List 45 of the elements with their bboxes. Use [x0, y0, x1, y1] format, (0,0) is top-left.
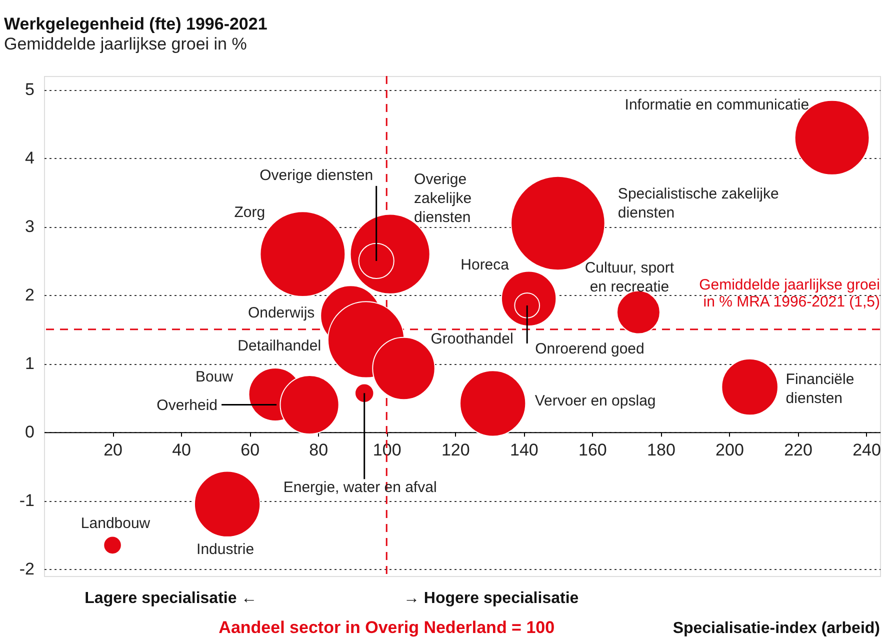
ref-line-label: Aandeel sector in Overig Nederland = 100 [218, 618, 555, 637]
text: Overige diensten [260, 166, 374, 184]
x-tick-label: 120 [441, 440, 470, 460]
series-label: Onderwijs [248, 304, 315, 322]
series-label: Detailhandel [238, 338, 322, 355]
series-label: Landbouw [80, 515, 150, 532]
series-label: Cultuur, sport en recreatie [584, 259, 675, 296]
x-tick-label: 140 [510, 440, 538, 460]
y-tick-label: -2 [19, 560, 34, 579]
y-tick-label: 1 [25, 354, 34, 374]
series-label: Specialistische zakelijke diensten [618, 185, 779, 222]
text: Lagere specialisatie ← [84, 590, 258, 607]
x-tick-label: 240 [852, 440, 881, 460]
x-tick-label: 40 [172, 440, 192, 460]
series-label: Horeca [460, 256, 510, 274]
series-label: Overige zakelijke diensten [414, 171, 472, 226]
y-tick-label: 0 [25, 422, 34, 442]
series-label: Onroerend goed [535, 340, 644, 358]
x-tick-label: 80 [309, 440, 328, 460]
y-tick-label: 4 [25, 148, 34, 168]
text: Overheid [156, 396, 218, 414]
text: Energie, water en afval [283, 479, 437, 496]
series-label: Informatie en communicatie [624, 96, 810, 114]
x-tick-label: 220 [784, 440, 812, 460]
series-label: Zorg [234, 204, 266, 222]
ref-line-label: Gemiddelde jaarlijkse groei in % MRA 1996-2021 (1,5) [699, 276, 880, 310]
series-label: Financiële diensten [786, 370, 854, 407]
x-tick-label: 200 [716, 440, 744, 460]
x-tick-label: 160 [578, 440, 607, 460]
x-axis-title: Specialisatie-index (arbeid) [672, 620, 880, 637]
y-tick-label: 2 [25, 286, 34, 305]
series-label: Groothandel [430, 330, 514, 348]
x-tick-label: 100 [372, 440, 402, 460]
y-tick-label: 3 [25, 217, 34, 236]
series-label: Vervoer en opslag [534, 392, 656, 410]
x-tick-label: 20 [104, 440, 122, 460]
series-label: Bouw [196, 368, 234, 386]
chart-subtitle: Gemiddelde jaarlijkse groei in % [4, 34, 247, 54]
y-tick-label: -1 [19, 491, 34, 510]
series-label: Industrie [196, 541, 254, 558]
x-tick-label: 60 [240, 440, 260, 460]
x-tick-label: 180 [647, 440, 676, 460]
chart-title: Werkgelegenheid (fte) 1996-2021 [4, 14, 268, 34]
y-tick-label: 5 [25, 80, 34, 100]
text: → Hogere specialisatie [403, 590, 579, 607]
